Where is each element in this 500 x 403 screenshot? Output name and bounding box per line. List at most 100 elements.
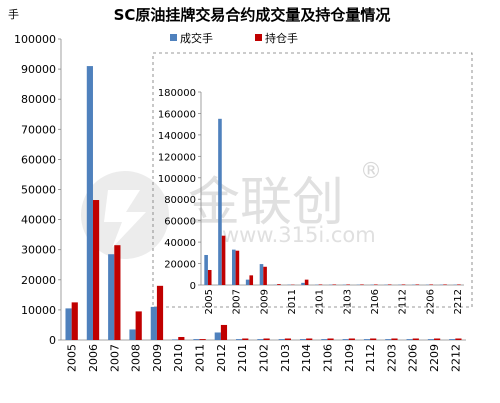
bar-成交手-2106 [321, 339, 328, 340]
watermark-url: www.315i.com [222, 223, 376, 247]
bar-持仓手-2209 [434, 338, 441, 340]
bar-持仓手-2103 [284, 338, 291, 340]
bar-持仓手-2102 [263, 338, 270, 340]
bar-持仓手-2006 [221, 235, 226, 285]
bar-持仓手-2112 [401, 284, 406, 285]
bar-持仓手-2012 [220, 324, 228, 340]
main-chart: 0 10000 20000 30000 40000 50000 60000 70000 8000… [14, 33, 466, 372]
x-tick-label: 2104 [300, 344, 313, 372]
x-tick-label: 2007 [108, 344, 121, 372]
y-tick-label: 160000 [158, 109, 196, 120]
x-tick-label: 2106 [321, 344, 334, 372]
y-tick-label: 10000 [21, 304, 56, 317]
legend-swatch-0 [170, 34, 177, 41]
bar-成交手-2102 [257, 339, 264, 340]
x-tick-label: 2010 [172, 344, 185, 372]
bar-成交手-2103 [278, 339, 285, 340]
x-tick-label: 2005 [204, 289, 215, 314]
bar-持仓手-2009 [156, 285, 164, 340]
bar-成交手-2007 [108, 254, 115, 340]
y-tick-label: 100000 [158, 174, 196, 185]
legend-swatch-1 [255, 34, 262, 41]
bar-成交手-2009 [259, 264, 264, 285]
bar-持仓手-2206 [412, 338, 419, 340]
y-tick-label: 60000 [21, 153, 56, 166]
x-tick-label: 2101 [315, 289, 326, 314]
x-tick-label: 2006 [87, 344, 100, 372]
x-tick-label: 2012 [215, 344, 228, 372]
bar-持仓手-2008 [249, 275, 254, 285]
x-tick-label: 2203 [385, 344, 398, 372]
bar-持仓手-2008 [135, 311, 142, 340]
chart-title: SC原油挂牌交易合约成交量及持仓量情况 [114, 6, 391, 24]
bar-持仓手-2103 [346, 284, 350, 285]
x-tick-label: 2007 [232, 289, 243, 314]
bar-持仓手-2005 [71, 302, 78, 341]
bar-成交手-2209 [427, 339, 435, 340]
bar-持仓手-2101 [242, 338, 249, 340]
bar-持仓手-2106 [327, 338, 334, 340]
bar-成交手-2104 [299, 339, 307, 340]
y-tick-label: 100000 [14, 33, 56, 46]
y-tick-label: 180000 [158, 88, 196, 99]
y-tick-label: 40000 [164, 238, 196, 249]
x-tick-label: 2212 [453, 289, 464, 314]
bar-持仓手-2102 [332, 284, 337, 285]
bar-持仓手-2101 [318, 284, 323, 285]
y-tick-label: 120000 [158, 152, 196, 163]
bar-持仓手-2212 [457, 284, 461, 285]
y-unit-label: 手 [8, 7, 19, 21]
bar-持仓手-2209 [443, 284, 447, 285]
y-tick-label: 60000 [164, 217, 196, 228]
bar-成交手-2009 [150, 306, 157, 340]
bar-成交手-2010 [172, 339, 179, 340]
bar-持仓手-2006 [92, 200, 100, 340]
watermark-registered: ® [360, 159, 382, 184]
bar-持仓手-2010 [277, 284, 281, 285]
x-tick-label: 2109 [343, 344, 356, 372]
bar-成交手-2012 [214, 332, 221, 340]
bar-持仓手-2007 [235, 250, 240, 285]
inset-chart: 0 20000 40000 60000 80000 100000 120000 140000 1… [158, 88, 464, 314]
legend-label-1: 持仓手 [265, 31, 298, 45]
x-tick-label: 2009 [151, 344, 164, 372]
x-tick-label: 2112 [398, 289, 409, 314]
x-tick-label: 2212 [449, 344, 462, 372]
bar-成交手-2008 [245, 279, 250, 285]
x-tick-label: 2206 [407, 344, 420, 372]
bar-持仓手-2104 [306, 338, 313, 340]
x-tick-label: 2112 [364, 344, 377, 372]
bar-持仓手-2109 [348, 338, 355, 340]
legend: 成交手 持仓手 [170, 31, 298, 45]
bar-成交手-2008 [129, 329, 136, 340]
x-tick-label: 2009 [259, 289, 270, 314]
bar-持仓手-2212 [455, 338, 462, 340]
y-tick-label: 50000 [21, 184, 56, 197]
bar-持仓手-2005 [207, 269, 212, 285]
x-tick-label: 2011 [287, 289, 298, 314]
y-tick-label: 70000 [21, 123, 56, 136]
x-tick-label: 2209 [428, 344, 441, 372]
bar-持仓手-2009 [263, 266, 267, 285]
x-tick-label: 2106 [370, 289, 381, 314]
x-tick-label: 2011 [194, 344, 207, 372]
inset-frame [152, 52, 473, 308]
bar-成交手-2007 [232, 249, 236, 285]
bar-持仓手-2012 [304, 279, 309, 285]
bar-持仓手-2011 [199, 339, 206, 340]
bar-持仓手-2203 [391, 338, 398, 340]
y-tick-label: 80000 [164, 195, 196, 206]
bar-成交手-2212 [449, 339, 456, 340]
bar-持仓手-2109 [387, 284, 392, 285]
y-tick-label: 140000 [158, 131, 196, 142]
y-tick-label: 0 [190, 281, 196, 292]
bar-持仓手-2112 [370, 338, 377, 340]
y-tick-label: 40000 [21, 214, 56, 227]
bar-持仓手-2106 [374, 284, 378, 285]
bar-持仓手-2203 [415, 284, 420, 285]
legend-item-0: 成交手 [170, 31, 213, 45]
bar-成交手-2011 [193, 339, 200, 340]
bar-持仓手-2010 [178, 336, 185, 340]
y-tick-label: 80000 [21, 93, 56, 106]
